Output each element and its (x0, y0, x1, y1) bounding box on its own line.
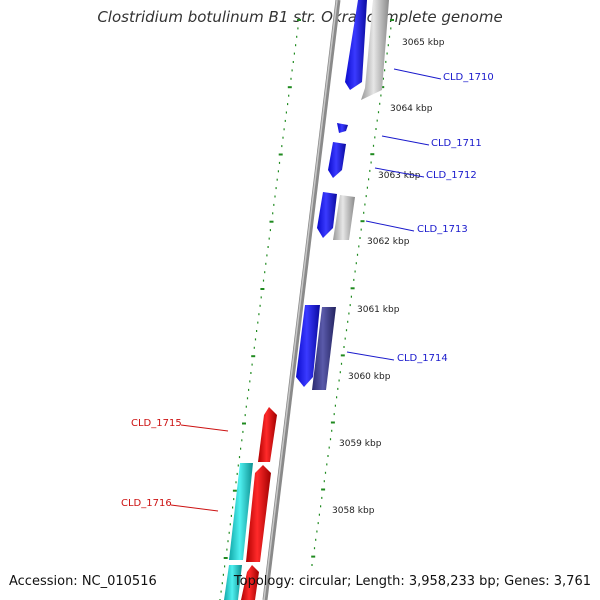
gene-feature-1716[interactable] (246, 465, 271, 562)
leader-line-1711 (381, 135, 430, 146)
kbp-label-3058: 3058 kbp (332, 506, 375, 516)
gene-feature-1715[interactable] (258, 407, 277, 462)
kbp-label-3063: 3063 kbp (378, 171, 421, 181)
genome-backbone (262, 0, 341, 600)
kbp-label-3059: 3059 kbp (339, 439, 382, 449)
gene-label-1715[interactable]: CLD_1715 (131, 418, 182, 429)
map-title: Clostridium botulinum B1 str. Okra, comp… (97, 8, 503, 26)
gene-label-1712[interactable]: CLD_1712 (426, 170, 477, 181)
gene-feature-1713[interactable] (317, 192, 337, 238)
accession-text: Accession: NC_010516 (9, 574, 157, 589)
kbp-label-3065: 3065 kbp (402, 38, 445, 48)
leader-line-1714 (346, 351, 395, 361)
gene-feature-1716-alt[interactable] (229, 463, 253, 560)
leader-line-1712 (374, 167, 425, 178)
gene-label-1711[interactable]: CLD_1711 (431, 138, 482, 149)
ticks-track-right (311, 19, 394, 566)
gene-feature-1717-alt[interactable] (224, 565, 242, 600)
gene-feature-1712[interactable] (328, 142, 346, 178)
leader-line-1716 (170, 504, 219, 512)
leader-line-1710 (393, 68, 442, 80)
gene-feature-1711[interactable] (337, 123, 348, 133)
kbp-label-3062: 3062 kbp (367, 237, 410, 247)
gene-label-1710[interactable]: CLD_1710 (443, 72, 494, 83)
kbp-label-3060: 3060 kbp (348, 372, 391, 382)
gene-feature-1710[interactable] (345, 0, 367, 90)
gene-label-1713[interactable]: CLD_1713 (417, 224, 468, 235)
gene-label-1716[interactable]: CLD_1716 (121, 498, 172, 509)
gene-feature-1710-alt[interactable] (361, 0, 389, 100)
kbp-label-3061: 3061 kbp (357, 305, 400, 315)
leader-line-1713 (365, 220, 415, 232)
gene-label-1714[interactable]: CLD_1714 (397, 353, 448, 364)
ticks-track-left (219, 19, 301, 600)
gene-feature-1713-alt[interactable] (333, 195, 355, 240)
gene-feature-1714-alt[interactable] (312, 307, 336, 390)
kbp-label-3064: 3064 kbp (390, 104, 433, 114)
genome-backbone-highlight (263, 0, 338, 600)
genome-summary-text: Topology: circular; Length: 3,958,233 bp… (233, 574, 591, 589)
gene-feature-1714[interactable] (296, 305, 320, 387)
leader-line-1715 (180, 424, 229, 432)
gene-feature-1717[interactable] (241, 565, 259, 600)
